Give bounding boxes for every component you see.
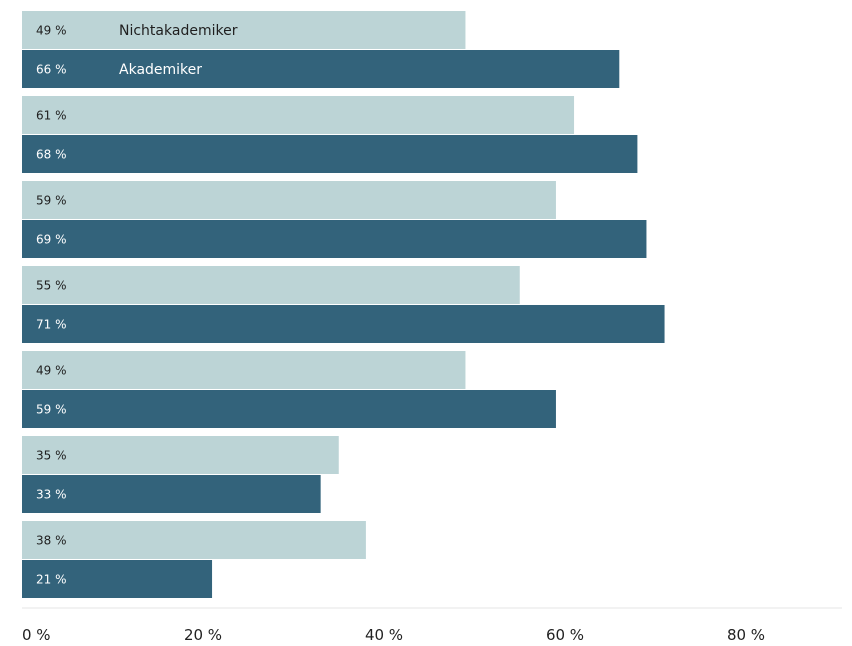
- bar-akademiker-1: [22, 50, 620, 88]
- bar-akademiker-3: [22, 220, 647, 258]
- bar-akademiker-7: [22, 560, 213, 598]
- bar-akademiker-5: [22, 390, 556, 428]
- x-tick-label-20: 20 %: [184, 626, 222, 644]
- data-label-akademiker-4: 71 %: [36, 318, 67, 332]
- data-label-nichtakademiker-6: 35 %: [36, 449, 67, 463]
- x-axis-ticks: 0 % 20 % 40 % 60 % 80 %: [22, 626, 765, 644]
- bar-nichtakademiker-2: [22, 96, 575, 134]
- x-tick-label-60: 60 %: [546, 626, 584, 644]
- labels-layer: 49 % Nichtakademiker 61 % 59 % 55 % 49 % 35 % 3…: [36, 23, 238, 587]
- bars-layer: [22, 11, 665, 598]
- bar-nichtakademiker-1: [22, 11, 466, 49]
- bar-akademiker-4: [22, 305, 665, 343]
- bar-nichtakademiker-3: [22, 181, 556, 219]
- bar-nichtakademiker-7: [22, 521, 366, 559]
- x-tick-label-80: 80 %: [727, 626, 765, 644]
- data-label-nichtakademiker-7: 38 %: [36, 534, 67, 548]
- data-label-nichtakademiker-4: 55 %: [36, 279, 67, 293]
- bar-nichtakademiker-5: [22, 351, 466, 389]
- x-tick-label-40: 40 %: [365, 626, 403, 644]
- data-label-nichtakademiker-3: 59 %: [36, 194, 67, 208]
- data-label-akademiker-6: 33 %: [36, 488, 67, 502]
- data-label-nichtakademiker-5: 49 %: [36, 364, 67, 378]
- data-label-akademiker-1: 66 %: [36, 63, 67, 77]
- data-label-akademiker-7: 21 %: [36, 573, 67, 587]
- series-label-nichtakademiker: Nichtakademiker: [119, 23, 238, 39]
- data-label-nichtakademiker-2: 61 %: [36, 109, 67, 123]
- bar-akademiker-6: [22, 475, 321, 513]
- x-tick-label-0: 0 %: [22, 626, 51, 644]
- data-label-nichtakademiker-1: 49 %: [36, 24, 67, 38]
- series-label-akademiker: Akademiker: [119, 62, 202, 78]
- data-label-akademiker-5: 59 %: [36, 403, 67, 417]
- data-label-akademiker-2: 68 %: [36, 148, 67, 162]
- data-label-akademiker-3: 69 %: [36, 233, 67, 247]
- bar-nichtakademiker-4: [22, 266, 520, 304]
- bar-nichtakademiker-6: [22, 436, 339, 474]
- bar-akademiker-2: [22, 135, 638, 173]
